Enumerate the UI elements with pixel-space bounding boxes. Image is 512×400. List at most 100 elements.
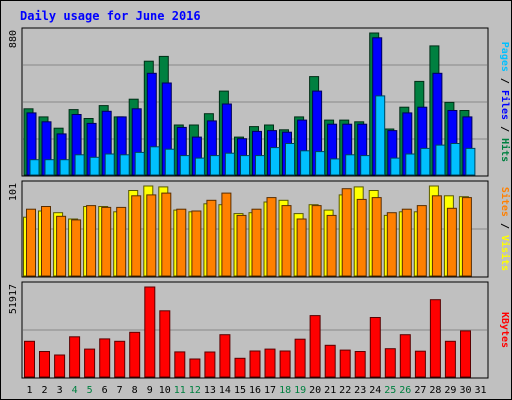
- bar-sites-day-5: [86, 205, 97, 277]
- panel-max-label: 51917: [8, 284, 19, 314]
- panel-sites-visits: 101 Sites / Visits: [8, 180, 511, 278]
- x-tick-label: 25: [384, 385, 396, 396]
- panel-max-label: 880: [8, 30, 19, 48]
- bar-pages-day-19: [300, 150, 311, 176]
- axis-label-part: KBytes: [499, 312, 510, 348]
- bar-sites-day-8: [131, 195, 142, 277]
- bar-pages-day-3: [59, 159, 70, 176]
- bar-sites-day-19: [296, 218, 307, 277]
- bar-sites-day-2: [41, 206, 51, 277]
- x-tick-label: 11: [174, 385, 186, 396]
- bar-pages-day-26: [405, 153, 416, 176]
- bar-kbytes-day-9: [144, 286, 156, 378]
- x-tick-label: 16: [249, 385, 261, 396]
- x-tick-label: 5: [87, 385, 93, 396]
- bar-kbytes-day-7: [114, 340, 126, 378]
- x-tick-label: 24: [369, 385, 381, 396]
- bar-kbytes-day-13: [204, 351, 216, 378]
- x-tick-label: 4: [72, 385, 78, 396]
- x-tick-label: 14: [219, 385, 231, 396]
- bar-pages-day-13: [209, 155, 220, 176]
- bar-pages-day-30: [465, 147, 476, 176]
- x-tick-label: 10: [159, 385, 171, 396]
- bar-sites-day-15: [236, 214, 247, 277]
- chart-panels: 880 Pages / Files / Hits 101 Sites / Visits…: [8, 27, 511, 379]
- bar-pages-day-15: [240, 155, 250, 176]
- x-tick-label: 23: [354, 385, 366, 396]
- bar-pages-day-1: [29, 159, 40, 176]
- bar-pages-day-2: [44, 159, 55, 176]
- bar-kbytes-day-29: [444, 340, 456, 378]
- axis-label-part: Visits: [499, 235, 511, 271]
- bar-kbytes-day-17: [264, 348, 276, 378]
- bar-kbytes-day-21: [324, 344, 336, 378]
- x-tick-label: 29: [444, 385, 456, 396]
- bar-kbytes-day-22: [339, 349, 351, 378]
- bar-kbytes-day-24: [369, 317, 381, 378]
- bar-sites-day-29: [446, 207, 457, 277]
- bar-kbytes-day-20: [309, 315, 321, 378]
- x-tick-label: 6: [102, 385, 108, 396]
- bar-sites-day-21: [326, 214, 337, 277]
- bar-pages-day-14: [224, 152, 235, 176]
- axis-label-part: Pages: [499, 42, 510, 72]
- x-tick-label: 27: [414, 385, 426, 396]
- x-tick-label: 17: [264, 385, 276, 396]
- axis-label-part: Hits: [499, 138, 511, 162]
- bar-pages-day-22: [345, 154, 356, 176]
- x-tick-label: 30: [459, 385, 471, 396]
- bar-pages-day-9: [149, 146, 160, 176]
- bar-kbytes-day-1: [24, 340, 35, 378]
- x-tick-label: 7: [117, 385, 123, 396]
- bar-pages-day-25: [390, 157, 401, 176]
- x-tick-label: 2: [41, 385, 47, 396]
- bar-sites-day-20: [311, 205, 322, 277]
- panel-max-label: 101: [8, 183, 19, 201]
- bar-sites-day-24: [371, 197, 382, 277]
- panel-kbytes: 51917 KBytes: [8, 281, 510, 379]
- bar-kbytes-day-15: [234, 357, 246, 378]
- x-tick-labels: 1 2 3 4 5 6 7 8 9 10 11 12 13 14 15 16 17 18 19 20 21 22 23 24 2…: [26, 385, 486, 396]
- bar-kbytes-day-23: [354, 351, 366, 378]
- bar-kbytes-day-6: [99, 338, 111, 378]
- x-tick-label: 8: [132, 385, 138, 396]
- bar-sites-day-12: [191, 210, 202, 277]
- bar-kbytes-day-27: [414, 350, 426, 378]
- chart-title: Daily usage for June 2016: [20, 9, 201, 23]
- x-tick-label: 3: [57, 385, 63, 396]
- bar-pages-day-16: [255, 155, 265, 176]
- bar-sites-day-9: [146, 194, 157, 277]
- bar-pages-day-7: [119, 154, 130, 176]
- panel-pages-files-hits: 880 Pages / Files / Hits: [8, 27, 511, 177]
- bar-kbytes-day-30: [460, 330, 471, 378]
- bar-pages-day-20: [315, 151, 326, 176]
- bar-sites-day-14: [221, 192, 232, 277]
- bar-sites-day-16: [251, 208, 262, 277]
- bar-pages-day-5: [89, 156, 100, 176]
- panel-axis-label: Sites / Visits: [499, 187, 511, 271]
- bar-kbytes-day-11: [174, 351, 186, 378]
- bar-sites-day-3: [56, 215, 67, 277]
- bar-kbytes-day-16: [249, 350, 261, 378]
- x-tick-label: 12: [189, 385, 201, 396]
- series-kbytes: [24, 286, 471, 378]
- bar-kbytes-day-12: [189, 358, 201, 378]
- x-tick-label: 1: [26, 385, 32, 396]
- bar-kbytes-day-4: [69, 336, 81, 378]
- bar-sites-day-17: [266, 197, 277, 277]
- bar-kbytes-day-14: [219, 334, 231, 378]
- bar-pages-day-18: [285, 143, 295, 176]
- axis-label-part: /: [499, 72, 510, 90]
- x-tick-label: 21: [324, 385, 336, 396]
- bar-pages-day-12: [194, 157, 205, 176]
- series-sites: [26, 188, 472, 277]
- x-tick-label: 13: [204, 385, 216, 396]
- bar-pages-day-27: [420, 147, 431, 176]
- bar-kbytes-day-5: [84, 348, 96, 378]
- bar-pages-day-28: [435, 144, 446, 176]
- bar-kbytes-day-8: [129, 331, 141, 378]
- x-tick-label: 20: [309, 385, 321, 396]
- bar-sites-day-7: [116, 206, 127, 277]
- bar-kbytes-day-18: [279, 350, 291, 378]
